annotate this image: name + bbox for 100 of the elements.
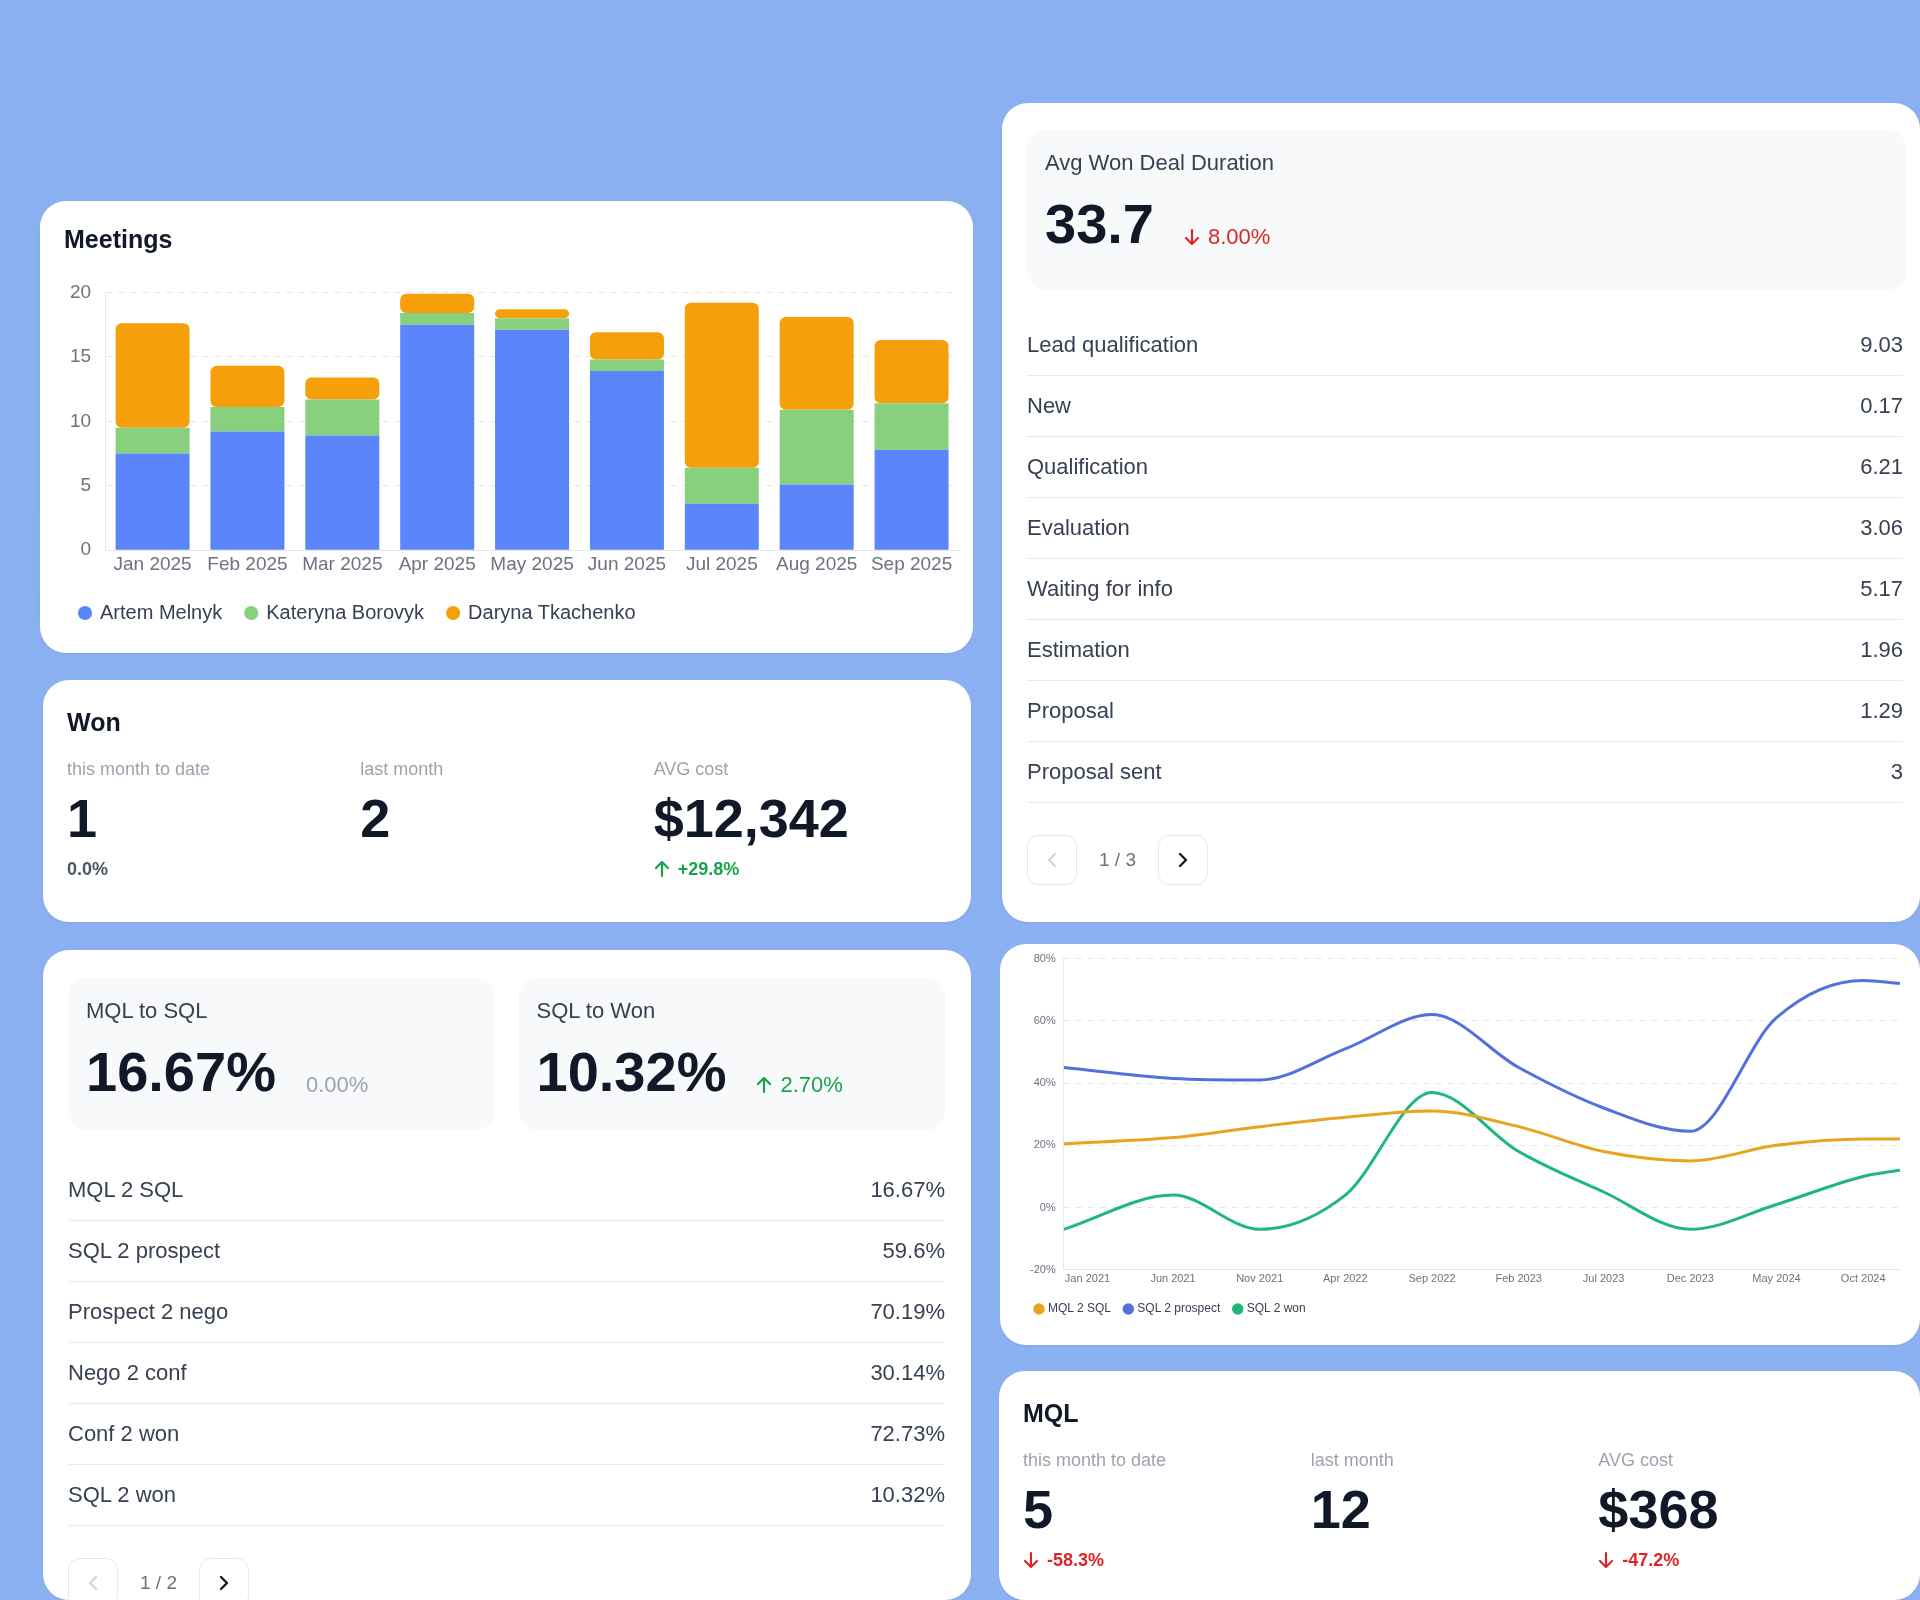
y-tick-label: 10	[69, 409, 92, 431]
text: SQL 2 prospect	[68, 1238, 221, 1264]
bar	[779, 409, 854, 485]
line-series	[1063, 1090, 1900, 1231]
text: AVG cost	[1598, 1450, 1675, 1471]
x-tick-label: Sep 2025	[870, 552, 953, 574]
bar	[400, 313, 475, 325]
x-tick-label: Apr 2022	[1322, 1272, 1368, 1285]
bar	[400, 293, 475, 314]
bar	[115, 427, 190, 454]
text: Prospect 2 nego	[68, 1299, 229, 1325]
x-tick-label: Jan 2025	[113, 552, 192, 574]
text: 3	[1890, 759, 1903, 785]
text: 30.14%	[870, 1360, 945, 1386]
text: AVG cost	[653, 759, 730, 780]
text: MQL 2 SQL	[68, 1177, 184, 1203]
text: $12,342	[653, 787, 850, 850]
chart-title: Meetings	[64, 225, 173, 254]
line-series	[1063, 978, 1900, 1133]
text: SQL 2 won	[68, 1482, 177, 1508]
bar	[495, 309, 570, 319]
text: 0.17	[1860, 393, 1903, 419]
text: 2.70%	[780, 1072, 843, 1098]
bar	[305, 377, 380, 400]
x-tick-label: May 2025	[490, 552, 574, 574]
text: this month to date	[1023, 1450, 1168, 1471]
text: 1.96	[1860, 637, 1903, 663]
y-tick-label: 80%	[1033, 951, 1056, 964]
x-tick-label: Aug 2025	[776, 552, 858, 574]
legend-label: Daryna Tkachenko	[468, 600, 636, 623]
text: 5.17	[1860, 576, 1903, 602]
y-tick-label: 0	[80, 538, 92, 560]
x-tick-label: Sep 2022	[1408, 1272, 1456, 1285]
text: 16.67%	[870, 1177, 945, 1203]
text: Waiting for info	[1027, 576, 1173, 602]
x-tick-label: Oct 2024	[1840, 1272, 1886, 1285]
x-tick-label: Apr 2025	[398, 552, 476, 574]
text: 9.03	[1860, 332, 1903, 358]
text: last month	[360, 759, 445, 780]
y-tick-label: 40%	[1033, 1076, 1056, 1089]
text: 6.21	[1860, 454, 1903, 480]
text: -47.2%	[1622, 1549, 1680, 1571]
y-tick-label: 20%	[1033, 1138, 1056, 1151]
text: 3.06	[1860, 515, 1903, 541]
bar	[684, 302, 759, 468]
bar	[874, 403, 949, 450]
text: 8.00%	[1208, 224, 1271, 250]
text: Proposal sent	[1027, 759, 1162, 785]
text: $368	[1598, 1478, 1720, 1541]
text: MQL to SQL	[86, 998, 209, 1024]
text: -58.3%	[1047, 1549, 1105, 1571]
bar	[874, 449, 949, 550]
text: New	[1027, 393, 1072, 419]
x-tick-label: Jul 2023	[1582, 1272, 1625, 1285]
text: SQL to Won	[536, 998, 657, 1024]
text: Conf 2 won	[68, 1421, 180, 1447]
x-tick-label: Dec 2023	[1666, 1272, 1714, 1285]
text: 10.32%	[536, 1040, 727, 1103]
bar	[495, 329, 570, 550]
text: 0.00%	[305, 1072, 369, 1098]
x-tick-label: May 2024	[1752, 1272, 1801, 1285]
text: Estimation	[1027, 637, 1130, 663]
text: 0.0%	[67, 858, 109, 880]
text: Nego 2 conf	[68, 1360, 187, 1386]
text: Qualification	[1027, 454, 1149, 480]
text: Lead qualification	[1027, 332, 1199, 358]
bar	[684, 503, 759, 550]
legend-label: SQL 2 prospect	[1137, 1301, 1221, 1316]
bar	[589, 332, 664, 360]
bar	[210, 431, 285, 550]
x-tick-label: Mar 2025	[302, 552, 383, 574]
text: Proposal	[1027, 698, 1114, 724]
text: 72.73%	[870, 1421, 945, 1447]
bar	[589, 359, 664, 372]
text: 70.19%	[870, 1299, 945, 1325]
y-tick-label: 0%	[1039, 1200, 1056, 1213]
text: 59.6%	[882, 1238, 945, 1264]
bar	[115, 453, 190, 550]
x-tick-label: Feb 2023	[1495, 1272, 1542, 1285]
bar	[305, 399, 380, 436]
x-tick-label: Jun 2025	[587, 552, 667, 574]
bar	[210, 365, 285, 408]
bar	[400, 324, 475, 550]
x-tick-label: Feb 2025	[207, 552, 288, 574]
bar	[684, 467, 759, 504]
bar	[305, 435, 380, 550]
y-tick-label: 60%	[1033, 1013, 1056, 1026]
legend-label: MQL 2 SQL	[1048, 1301, 1112, 1316]
line-series	[1063, 1109, 1900, 1163]
bar	[210, 407, 285, 432]
legend-label: SQL 2 won	[1246, 1301, 1306, 1316]
text: 2	[360, 787, 392, 850]
legend-label: Artem Melnyk	[100, 600, 224, 623]
y-tick-label: 20	[69, 280, 92, 302]
text: 1	[67, 787, 99, 850]
x-tick-label: Jan 2021	[1064, 1272, 1111, 1285]
text: 16.67%	[86, 1040, 276, 1103]
bar	[589, 371, 664, 550]
y-tick-label: 5	[80, 473, 92, 495]
text: MQL	[1023, 1399, 1080, 1428]
